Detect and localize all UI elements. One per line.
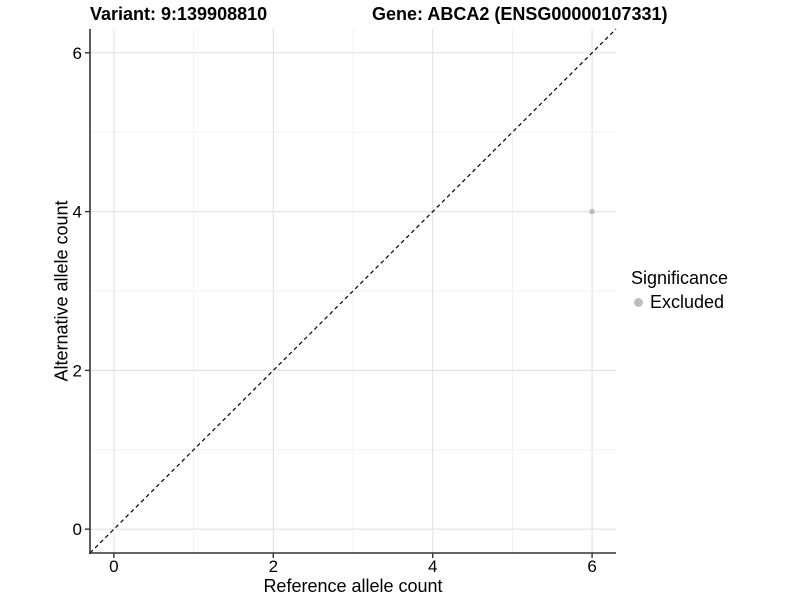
legend-title: Significance: [631, 268, 729, 288]
y-tick-label: 0: [73, 520, 82, 539]
x-tick-label: 2: [269, 557, 278, 576]
x-tick-label: 6: [587, 557, 596, 576]
legend-item-label: Excluded: [650, 292, 725, 312]
x-tick-label: 0: [109, 557, 118, 576]
y-tick-label: 6: [73, 44, 82, 63]
legend: Significance Excluded: [631, 268, 728, 313]
data-point: [589, 208, 595, 215]
excluded-point-icon: [634, 298, 643, 307]
identity-reference-line: [89, 28, 617, 554]
y-tick-label: 4: [73, 203, 82, 222]
variant-title: Variant: 9:139908810: [90, 4, 268, 24]
x-tick-label: 4: [428, 557, 437, 576]
y-axis-title: Alternative allele count: [51, 200, 72, 382]
y-tick-label: 2: [73, 361, 82, 380]
legend-item-excluded: Excluded: [634, 292, 728, 313]
gene-title: Gene: ABCA2 (ENSG00000107331): [372, 4, 668, 24]
x-axis-title: Reference allele count: [263, 576, 443, 596]
